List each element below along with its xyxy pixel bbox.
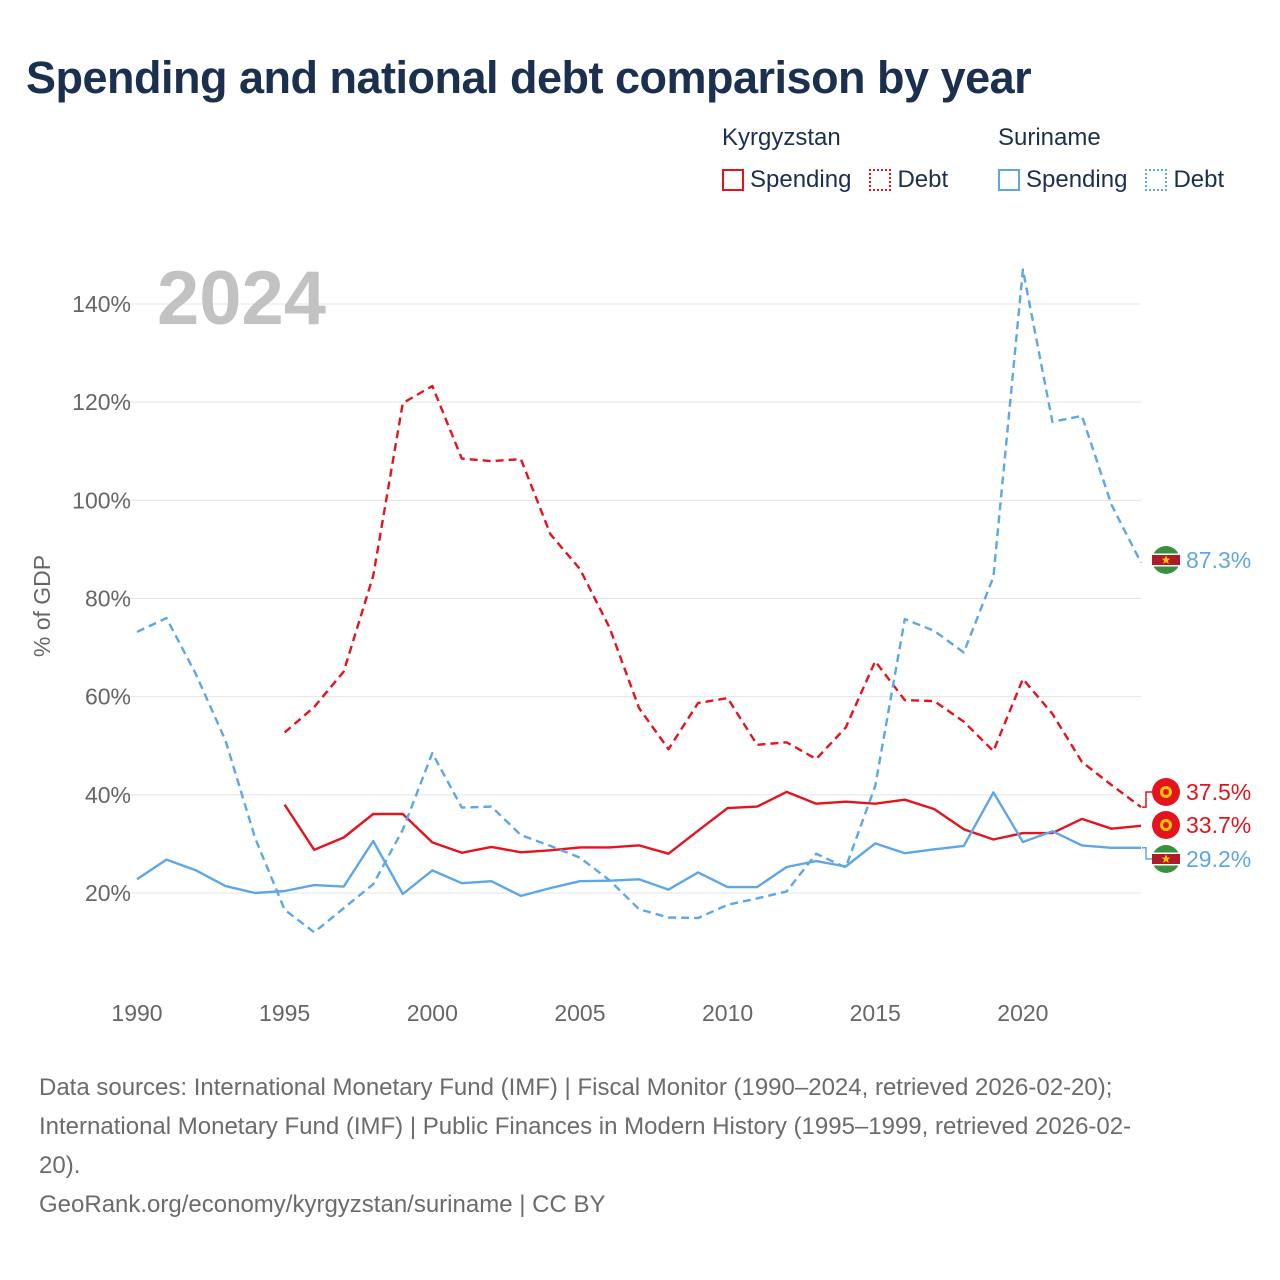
source-line-2: International Monetary Fund (IMF) | Publ…: [39, 1113, 1132, 1140]
line-chart: 2024 20% 40% 60% 80% 100% 120% 140% 1990 1995 20…: [29, 256, 1251, 1026]
footer: Data sources: International Monetary Fun…: [39, 1068, 1239, 1224]
x-axis-ticks: 1990 1995 2000 2005 2010 2015 2020: [111, 1000, 1048, 1026]
year-watermark: 2024: [157, 256, 326, 341]
legend-label: Debt: [1173, 166, 1225, 193]
y-tick-label: 100%: [72, 487, 131, 513]
y-axis-label: % of GDP: [29, 555, 55, 657]
series-line: [283, 384, 1142, 809]
grid-lines: [110, 303, 1141, 894]
label-connector: [1142, 791, 1152, 808]
kyrgyzstan-flag-icon: [1152, 778, 1180, 806]
legend-swatch-dotted: [869, 169, 892, 191]
legend-swatch-dotted: [1145, 169, 1168, 191]
suriname-flag-icon: [1152, 845, 1180, 873]
series-lines: [136, 268, 1143, 934]
end-value-label: 29.2%: [1186, 846, 1251, 872]
y-tick-label: 120%: [72, 389, 131, 415]
y-tick-label: 40%: [85, 782, 131, 808]
legend-group-kyrgyzstan: Kyrgyzstan Spending Debt: [722, 124, 966, 194]
y-tick-label: 140%: [72, 291, 131, 317]
legend-swatch-solid: [998, 169, 1020, 191]
x-tick-label: 1995: [259, 1000, 310, 1026]
legend-label: Spending: [750, 166, 852, 193]
legend-group-suriname: Suriname Spending Debt: [998, 124, 1242, 194]
source-line-3: 20).: [39, 1152, 81, 1179]
legend-item-suriname-debt[interactable]: Debt: [1145, 166, 1224, 194]
x-tick-label: 2005: [554, 1000, 605, 1026]
legend-label: Debt: [897, 166, 949, 193]
x-tick-label: 2000: [407, 1000, 458, 1026]
x-tick-label: 1990: [111, 1000, 162, 1026]
y-axis-ticks: 20% 40% 60% 80% 100% 120% 140%: [72, 291, 131, 906]
credit-link[interactable]: GeoRank.org/economy/kyrgyzstan/suriname …: [39, 1191, 606, 1218]
y-tick-label: 20%: [85, 880, 131, 906]
legend-group-name: Suriname: [998, 124, 1101, 151]
legend-item-suriname-spending[interactable]: Spending: [998, 166, 1127, 194]
series-line: [136, 268, 1143, 934]
suriname-flag-icon: [1152, 546, 1180, 574]
legend-item-kyrgyzstan-debt[interactable]: Debt: [869, 166, 948, 194]
end-value-label: 37.5%: [1186, 779, 1251, 805]
y-tick-label: 60%: [85, 684, 131, 710]
x-tick-label: 2020: [997, 1000, 1048, 1026]
chart-title: Spending and national debt comparison by…: [26, 52, 1032, 103]
source-line-1: Data sources: International Monetary Fun…: [39, 1074, 1113, 1101]
legend-group-name: Kyrgyzstan: [722, 124, 841, 151]
legend-swatch-solid: [722, 169, 744, 191]
end-labels: 87.3% 37.5% 33.7% 29.2%: [1142, 546, 1251, 873]
y-tick-label: 80%: [85, 586, 131, 612]
series-line: [136, 791, 1141, 898]
x-tick-label: 2010: [702, 1000, 753, 1026]
legend-label: Spending: [1026, 166, 1128, 193]
legend-item-kyrgyzstan-spending[interactable]: Spending: [722, 166, 851, 194]
label-connector: [1142, 847, 1152, 860]
end-value-label: 87.3%: [1186, 547, 1251, 573]
end-value-label: 33.7%: [1186, 812, 1251, 838]
kyrgyzstan-flag-icon: [1152, 811, 1180, 839]
series-line: [283, 790, 1142, 855]
x-tick-label: 2015: [850, 1000, 901, 1026]
